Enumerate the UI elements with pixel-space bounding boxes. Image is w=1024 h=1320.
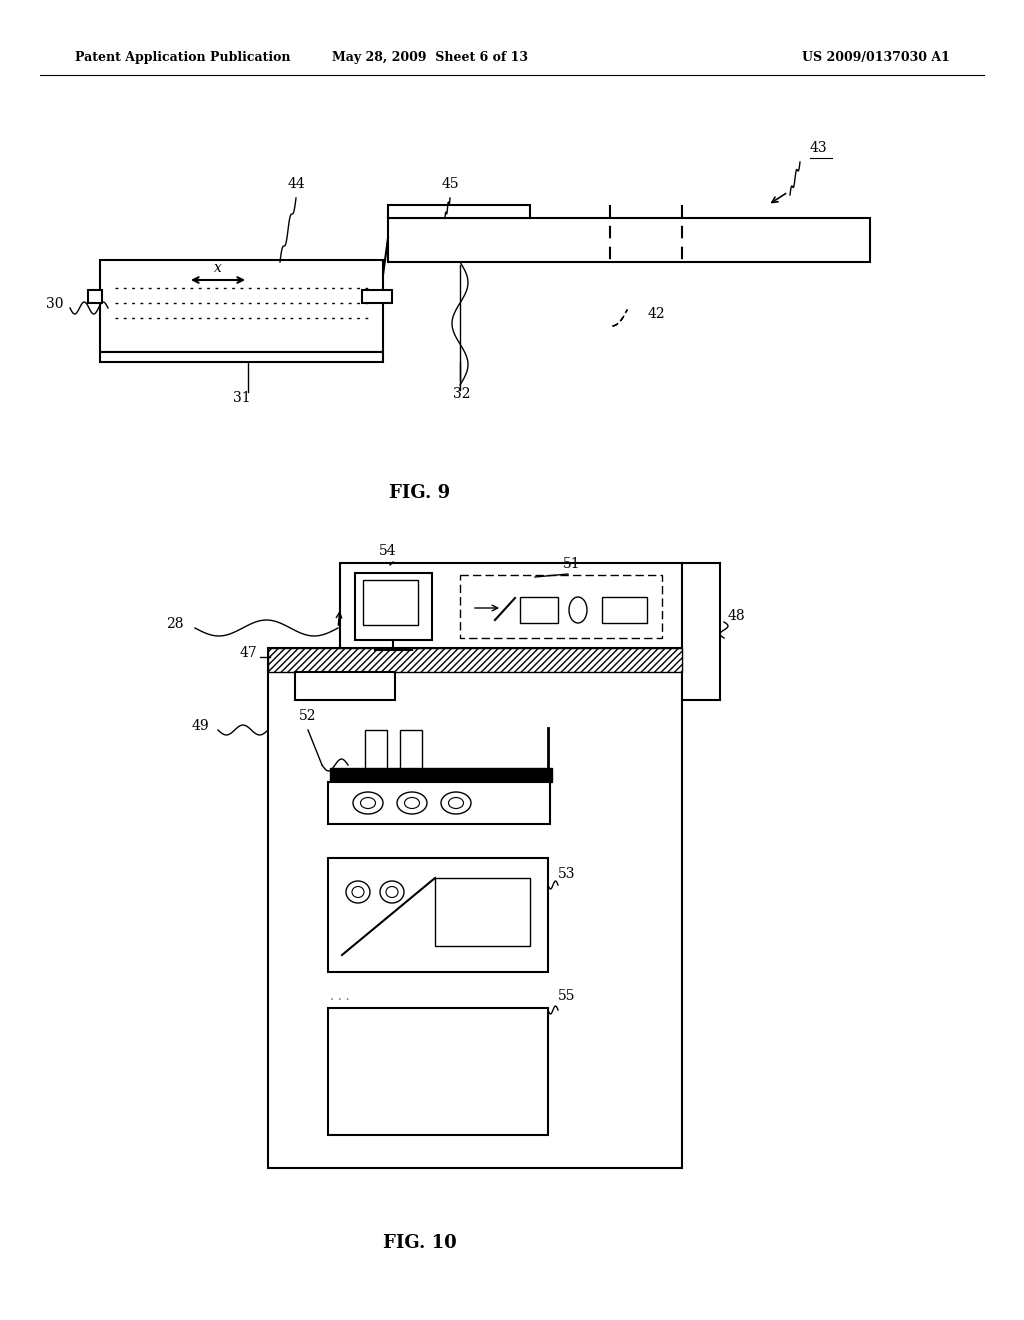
Bar <box>362 290 392 304</box>
Text: 30: 30 <box>46 297 63 312</box>
Text: 51: 51 <box>563 557 581 572</box>
Ellipse shape <box>380 880 404 903</box>
Bar <box>602 597 647 623</box>
Bar <box>328 858 548 972</box>
Text: Patent Application Publication: Patent Application Publication <box>75 51 291 65</box>
Text: 55: 55 <box>558 989 575 1003</box>
Bar <box>355 573 432 640</box>
Text: 31: 31 <box>233 391 251 405</box>
Text: US 2009/0137030 A1: US 2009/0137030 A1 <box>802 51 950 65</box>
Text: May 28, 2009  Sheet 6 of 13: May 28, 2009 Sheet 6 of 13 <box>332 51 528 65</box>
Bar <box>388 205 530 218</box>
Ellipse shape <box>386 887 398 898</box>
Bar <box>362 579 418 624</box>
Bar <box>340 564 682 648</box>
Ellipse shape <box>441 792 471 814</box>
Bar <box>388 218 870 261</box>
Bar <box>100 352 383 362</box>
Ellipse shape <box>360 797 376 808</box>
Bar <box>460 576 662 638</box>
Text: 32: 32 <box>454 387 471 401</box>
Text: 49: 49 <box>191 719 209 733</box>
Text: 44: 44 <box>287 177 305 191</box>
Text: 28: 28 <box>166 616 183 631</box>
Bar <box>88 290 102 304</box>
Text: 42: 42 <box>648 308 666 321</box>
Text: 54: 54 <box>379 544 397 558</box>
Text: 48: 48 <box>728 609 745 623</box>
Bar <box>330 768 552 781</box>
Text: 52: 52 <box>299 709 316 723</box>
Bar <box>295 672 395 700</box>
Bar <box>100 260 383 352</box>
Text: 47: 47 <box>240 645 257 660</box>
Bar <box>268 648 682 1168</box>
Ellipse shape <box>352 887 364 898</box>
Ellipse shape <box>404 797 420 808</box>
Ellipse shape <box>397 792 427 814</box>
Text: . . .: . . . <box>330 990 350 1003</box>
Ellipse shape <box>353 792 383 814</box>
Bar <box>328 1008 548 1135</box>
Bar <box>435 878 530 946</box>
Bar <box>365 730 387 768</box>
Text: FIG. 9: FIG. 9 <box>389 484 451 502</box>
Text: FIG. 10: FIG. 10 <box>383 1234 457 1251</box>
Text: 43: 43 <box>809 141 826 154</box>
Text: 53: 53 <box>558 867 575 880</box>
Text: x: x <box>214 261 222 275</box>
Bar <box>268 648 682 672</box>
Bar <box>520 597 558 623</box>
Text: 45: 45 <box>441 177 459 191</box>
Ellipse shape <box>569 597 587 623</box>
Ellipse shape <box>449 797 464 808</box>
Bar <box>400 730 422 768</box>
Bar <box>328 781 550 824</box>
Ellipse shape <box>346 880 370 903</box>
